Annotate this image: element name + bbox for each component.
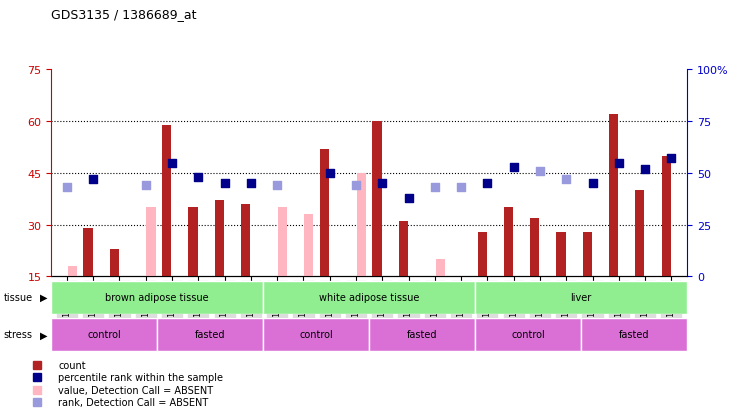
Text: rank, Detection Call = ABSENT: rank, Detection Call = ABSENT — [58, 397, 209, 407]
Point — [455, 185, 467, 191]
Text: fasted: fasted — [407, 330, 437, 339]
Bar — [241, 204, 250, 277]
Text: fasted: fasted — [619, 330, 649, 339]
Text: count: count — [58, 360, 86, 370]
Bar — [609, 115, 618, 277]
Bar — [110, 249, 119, 277]
Bar — [162, 125, 171, 277]
Bar — [372, 122, 382, 277]
FancyBboxPatch shape — [263, 318, 369, 351]
Text: ▶: ▶ — [40, 292, 48, 302]
Bar — [67, 266, 77, 277]
Text: value, Detection Call = ABSENT: value, Detection Call = ABSENT — [58, 385, 213, 395]
Text: brown adipose tissue: brown adipose tissue — [105, 292, 209, 302]
Point — [403, 195, 414, 202]
FancyBboxPatch shape — [581, 318, 687, 351]
Point — [271, 183, 283, 189]
Point — [61, 185, 73, 191]
Point — [534, 168, 546, 175]
Text: ▶: ▶ — [40, 330, 48, 339]
Text: liver: liver — [570, 292, 592, 302]
Text: control: control — [511, 330, 545, 339]
Bar — [146, 208, 156, 277]
Text: control: control — [87, 330, 121, 339]
Point — [245, 180, 257, 187]
Bar — [304, 215, 314, 277]
Point — [613, 160, 625, 166]
Bar — [398, 222, 408, 277]
FancyBboxPatch shape — [51, 318, 157, 351]
FancyBboxPatch shape — [369, 318, 475, 351]
Bar — [556, 232, 566, 277]
Point — [561, 176, 572, 183]
Point — [665, 156, 677, 162]
Text: percentile rank within the sample: percentile rank within the sample — [58, 373, 224, 382]
FancyBboxPatch shape — [263, 281, 475, 314]
Bar — [83, 228, 93, 277]
Bar — [357, 173, 366, 277]
Bar — [320, 150, 329, 277]
Bar — [504, 208, 513, 277]
Point — [219, 180, 230, 187]
Bar — [635, 191, 645, 277]
Text: GDS3135 / 1386689_at: GDS3135 / 1386689_at — [51, 8, 197, 21]
Point — [88, 176, 99, 183]
FancyBboxPatch shape — [475, 281, 687, 314]
Bar — [477, 232, 487, 277]
Point — [482, 180, 493, 187]
FancyBboxPatch shape — [475, 318, 581, 351]
Bar — [189, 208, 197, 277]
Point — [508, 164, 520, 171]
Point — [166, 160, 178, 166]
Text: white adipose tissue: white adipose tissue — [319, 292, 420, 302]
Point — [376, 180, 388, 187]
Bar — [278, 208, 287, 277]
Point — [587, 180, 599, 187]
Text: control: control — [299, 330, 333, 339]
Point — [192, 174, 204, 181]
Text: stress: stress — [4, 330, 33, 339]
Text: fasted: fasted — [195, 330, 225, 339]
Point — [639, 166, 651, 173]
Bar — [215, 201, 224, 277]
Text: tissue: tissue — [4, 292, 33, 302]
Bar — [530, 218, 539, 277]
Point — [429, 185, 441, 191]
FancyBboxPatch shape — [157, 318, 263, 351]
Point — [324, 170, 336, 177]
Bar — [436, 259, 444, 277]
FancyBboxPatch shape — [51, 281, 263, 314]
Point — [140, 183, 151, 189]
Bar — [662, 156, 671, 277]
Bar — [583, 232, 592, 277]
Point — [350, 183, 362, 189]
